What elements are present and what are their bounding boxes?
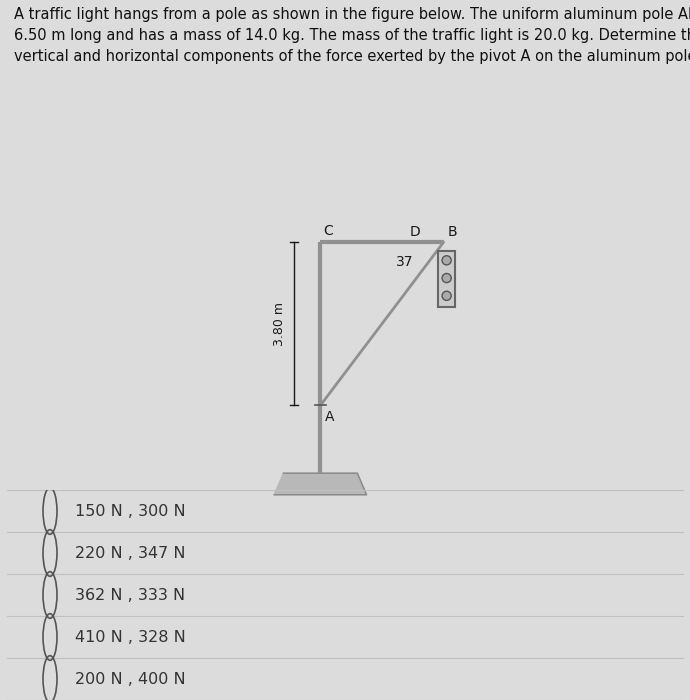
Text: 220 N , 347 N: 220 N , 347 N — [75, 545, 186, 561]
Circle shape — [442, 256, 451, 265]
Text: 3.80 m: 3.80 m — [273, 302, 286, 346]
Circle shape — [442, 291, 451, 300]
Circle shape — [442, 274, 451, 283]
Text: 200 N , 400 N: 200 N , 400 N — [75, 671, 186, 687]
Bar — [438, 251, 455, 307]
Text: 37: 37 — [396, 256, 414, 270]
Text: B: B — [447, 225, 457, 239]
Text: 150 N , 300 N: 150 N , 300 N — [75, 503, 186, 519]
Text: 362 N , 333 N: 362 N , 333 N — [75, 587, 185, 603]
Text: 410 N , 328 N: 410 N , 328 N — [75, 629, 186, 645]
Text: A: A — [325, 410, 335, 424]
Text: D: D — [410, 225, 420, 239]
Text: A traffic light hangs from a pole as shown in the figure below. The uniform alum: A traffic light hangs from a pole as sho… — [14, 7, 690, 64]
Polygon shape — [274, 473, 366, 495]
Text: C: C — [323, 223, 333, 237]
